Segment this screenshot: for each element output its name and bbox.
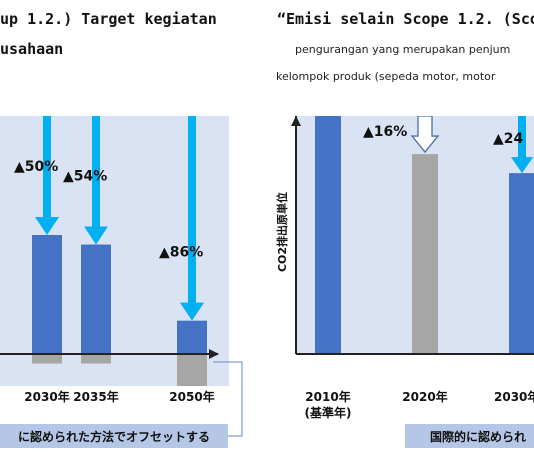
left-reduction-arrow-shaft-2 xyxy=(188,116,196,305)
right-reduction-arrow-shaft-2 xyxy=(518,116,526,160)
left-reduction-label-1: ▲54% xyxy=(63,169,107,185)
left-offset-connector xyxy=(213,361,243,437)
left-x-tick-2: 2050年 xyxy=(169,389,214,404)
left-bar-0 xyxy=(32,235,62,354)
left-reduction-arrow-shaft-1 xyxy=(92,116,100,229)
right-reduction-arrow-head-2 xyxy=(511,157,533,174)
right-offset-note-box xyxy=(405,424,534,448)
left-reduction-arrow-head-1 xyxy=(84,226,108,245)
right-y-axis-label: CO2排出原単位 xyxy=(275,192,289,272)
left-offset-bar-2 xyxy=(177,354,207,386)
left-reduction-label-2: ▲86% xyxy=(159,245,203,261)
right-x-tick-0: 2010年 xyxy=(305,389,350,404)
right-x-tick-1: 2020年 xyxy=(402,389,447,404)
left-x-axis-arrowhead xyxy=(209,349,219,359)
right-reduction-label-1: ▲16% xyxy=(363,124,407,140)
left-bars-layer: ▲50% ▲54% ▲86% xyxy=(14,116,207,386)
right-bar-0 xyxy=(315,116,341,354)
left-offset-note: に認められた方法でオフセットする xyxy=(18,429,210,444)
right-chart-subtitle-line2: kelompok produk (sepeda motor, motor xyxy=(276,70,496,83)
right-tick-labels: 2010年(基準年) 2020年 2030年 xyxy=(305,389,534,420)
right-offset-bar-2 xyxy=(509,354,534,364)
left-offset-bar-0 xyxy=(32,354,62,364)
left-tick-labels: 2030年 2035年 2050年 xyxy=(24,389,214,404)
left-reduction-arrow-shaft-0 xyxy=(43,116,51,219)
left-chart-title-line2: usahaan xyxy=(0,40,63,58)
right-offset-note: 国際的に認められ xyxy=(430,429,526,444)
right-reduction-arrow-1 xyxy=(410,116,440,154)
left-x-tick-0: 2030年 xyxy=(24,389,69,404)
right-bar-2 xyxy=(509,173,534,354)
right-x-tick-2: 2030年 xyxy=(494,389,534,404)
right-y-axis-arrowhead xyxy=(291,116,301,126)
left-offset-note-box xyxy=(0,424,228,448)
right-x-tick-sublabel-0: (基準年) xyxy=(305,405,352,420)
left-bar-2 xyxy=(177,320,207,354)
right-bar-1 xyxy=(412,154,438,354)
right-bars-layer: ▲16% ▲24 xyxy=(315,116,534,364)
right-chart-title: “Emisi selain Scope 1.2. (Sco xyxy=(277,10,534,28)
right-chart-panel: “Emisi selain Scope 1.2. (Sco penguranga… xyxy=(275,10,534,448)
left-bar-1 xyxy=(81,244,111,354)
right-chart-subtitle-line1: pengurangan yang merupakan penjum xyxy=(295,43,510,56)
left-chart-title-line1: up 1.2.) Target kegiatan xyxy=(0,10,217,28)
left-offset-bar-1 xyxy=(81,354,111,364)
left-chart-panel: up 1.2.) Target kegiatan usahaan ▲50% ▲54… xyxy=(0,10,243,448)
left-reduction-label-0: ▲50% xyxy=(14,159,58,175)
left-x-tick-1: 2035年 xyxy=(73,389,118,404)
left-reduction-arrow-head-2 xyxy=(180,302,204,321)
right-reduction-label-2: ▲24 xyxy=(493,131,524,147)
left-reduction-arrow-head-0 xyxy=(35,217,59,235)
